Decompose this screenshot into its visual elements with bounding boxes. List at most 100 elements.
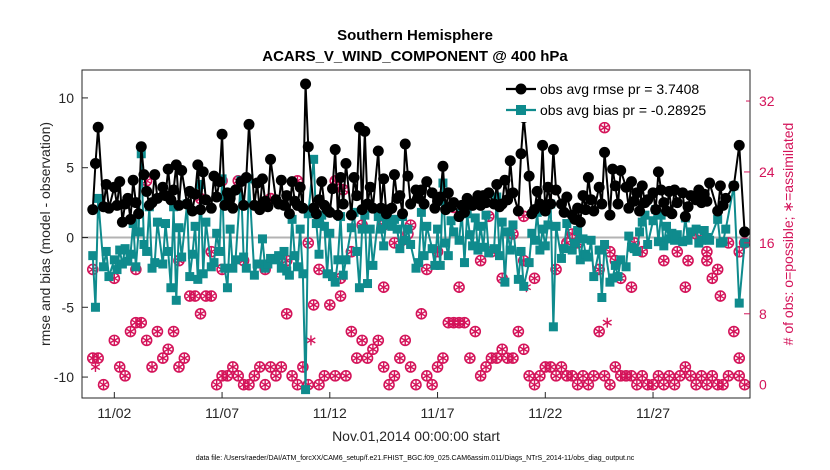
obs-assimilated-point	[427, 379, 437, 390]
rmse-point	[205, 202, 217, 214]
obs-assimilated-point	[691, 379, 701, 390]
x-axis: 11/02 11/07 11/12 11/17 11/22 11/27	[97, 392, 670, 421]
rmse-point	[359, 125, 371, 137]
obs-assimilated-point	[605, 246, 615, 257]
rmse-point	[609, 180, 621, 192]
rmse-point	[499, 174, 511, 186]
bias-point	[705, 235, 715, 245]
rmse-point	[176, 164, 188, 176]
bias-point	[662, 221, 671, 231]
rmse-point	[628, 195, 640, 207]
rmse-point	[547, 144, 559, 156]
obs-assimilated-point	[136, 317, 146, 328]
obs-assimilated-point	[683, 255, 693, 266]
bias-point	[538, 224, 548, 234]
rmse-point	[394, 190, 406, 202]
bias-point	[476, 221, 486, 231]
bias-point	[500, 277, 510, 287]
rmse-point	[426, 187, 438, 199]
rmse-point	[434, 191, 446, 203]
bias-point	[567, 245, 577, 255]
obs-assimilated-point	[211, 379, 222, 390]
obs-assimilated-point	[599, 122, 610, 133]
rmse-point	[537, 139, 549, 151]
bias-point	[403, 224, 413, 234]
bias-point	[656, 210, 666, 220]
rmse-point	[415, 184, 427, 196]
obs-assimilated-point	[314, 379, 324, 390]
obs-assimilated-point	[384, 379, 394, 390]
bias-point	[505, 245, 515, 255]
bias-point	[99, 262, 109, 272]
rmse-point	[162, 163, 174, 175]
bias-point	[93, 193, 103, 203]
bias-point	[616, 255, 626, 265]
bias-point	[637, 217, 647, 227]
obs-assimilated-point	[669, 379, 680, 390]
rmse-point	[593, 181, 605, 193]
obs-assimilated-point	[400, 335, 410, 346]
rmse-point	[585, 194, 597, 206]
bias-point	[648, 216, 658, 226]
obs-assimilated-point	[389, 370, 400, 381]
bias-point	[427, 244, 437, 254]
obs-assimilated-point	[723, 370, 734, 381]
bias-point	[171, 295, 181, 305]
bias-point	[556, 253, 566, 263]
rmse-point	[351, 190, 363, 202]
bias-point	[131, 262, 141, 272]
rmse-point	[588, 205, 600, 217]
bias-point	[376, 224, 386, 234]
bias-point	[292, 262, 302, 272]
bias-point	[279, 246, 289, 256]
rmse-point	[133, 208, 145, 220]
bias-point	[513, 274, 523, 284]
obs-assimilated-point	[222, 370, 233, 381]
rmse-point	[652, 166, 664, 178]
bias-point	[459, 258, 469, 268]
bias-point	[624, 231, 634, 241]
rmse-point	[283, 208, 295, 220]
bias-point	[225, 224, 235, 234]
bias-point	[640, 210, 650, 220]
bias-point	[284, 270, 294, 280]
obs-assimilated-point	[605, 379, 615, 390]
bias-point	[433, 224, 443, 234]
rmse-point	[240, 171, 252, 183]
bias-point	[594, 245, 604, 255]
bias-point	[333, 255, 343, 265]
rmse-point	[327, 183, 338, 195]
obs-assimilated-point	[686, 370, 696, 381]
obs-assimilated-point	[707, 273, 717, 284]
obs-assimilated-point	[470, 326, 480, 337]
rmse-point	[615, 164, 627, 176]
rmse-point	[545, 198, 557, 210]
obs-assimilated-point	[599, 370, 610, 381]
bias-point	[516, 246, 526, 256]
rmse-point	[421, 176, 433, 188]
rmse-point	[149, 169, 161, 181]
obs-assimilated-point	[572, 379, 583, 390]
rmse-point	[634, 205, 646, 217]
bias-point	[166, 283, 176, 293]
bias-point	[134, 227, 144, 237]
obs-assimilated-point	[265, 361, 276, 372]
bias-point	[190, 221, 200, 231]
obs-assimilated-point	[718, 379, 728, 390]
rmse-point	[739, 226, 751, 238]
rmse-point	[294, 181, 306, 193]
obs-assimilated-point	[524, 370, 534, 381]
bias-point	[527, 228, 537, 238]
bias-point	[446, 216, 456, 226]
rmse-point	[437, 160, 449, 172]
bias-point	[540, 241, 550, 251]
obs-assimilated-point	[583, 379, 594, 390]
y-tick-label: -10	[54, 369, 74, 385]
y2-axis-label: # of obs: o=possible; ∗=assimilated	[780, 123, 796, 346]
chart-title: Southern Hemisphere	[337, 27, 493, 44]
bias-point	[169, 202, 179, 212]
obs-assimilated-point	[125, 326, 136, 337]
rmse-point	[625, 176, 637, 188]
bias-point	[632, 246, 642, 256]
bias-point	[365, 224, 375, 234]
